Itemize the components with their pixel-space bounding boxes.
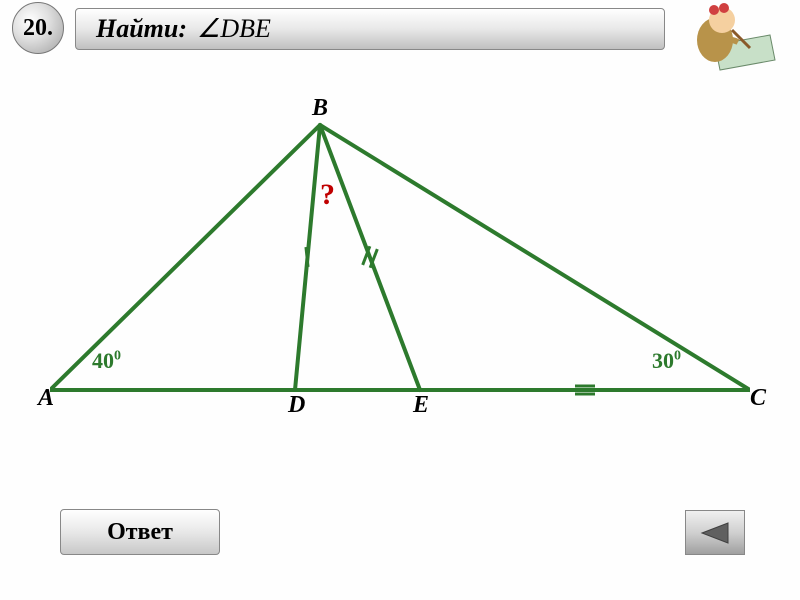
character-illustration xyxy=(670,0,780,75)
point-label-e: E xyxy=(413,392,429,419)
point-label-d: D xyxy=(288,392,305,419)
target-angle: ∠DBE xyxy=(197,14,271,44)
problem-number: 20. xyxy=(23,15,53,42)
find-label: Найти: xyxy=(96,14,187,44)
point-label-b: B xyxy=(312,95,328,122)
back-button[interactable] xyxy=(685,510,745,555)
back-arrow-icon xyxy=(700,521,730,545)
question-mark: ? xyxy=(320,178,335,212)
answer-button-label: Ответ xyxy=(107,519,173,546)
geometry-diagram: A B C D E 400 300 ? xyxy=(50,100,750,420)
angle-label-a: 400 xyxy=(92,348,121,374)
angle-label-c: 300 xyxy=(652,348,681,374)
problem-number-badge: 20. xyxy=(12,2,64,54)
header-bar: Найти: ∠DBE xyxy=(75,8,665,50)
answer-button[interactable]: Ответ xyxy=(60,509,220,555)
point-label-a: A xyxy=(38,385,54,412)
point-label-c: C xyxy=(750,385,766,412)
